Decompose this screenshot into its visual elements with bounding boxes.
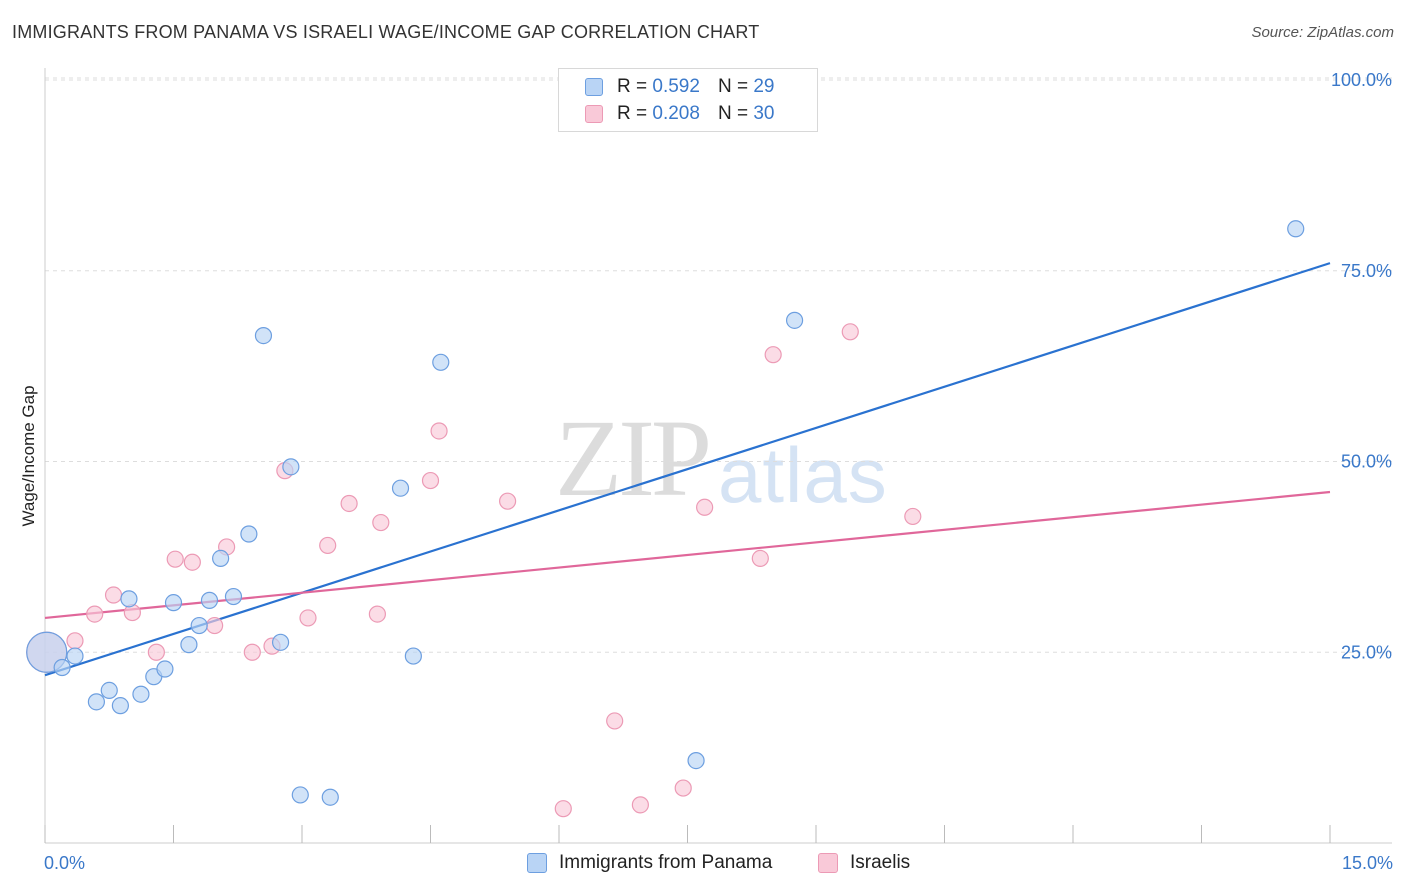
legend-r-value: 0.208 <box>652 103 700 124</box>
chart-title: IMMIGRANTS FROM PANAMA VS ISRAELI WAGE/I… <box>12 22 760 42</box>
point-israeli <box>243 643 261 661</box>
point-panama <box>111 697 129 715</box>
point-israeli <box>206 616 224 635</box>
trendline-panama <box>44 262 1331 677</box>
point-israeli <box>104 586 123 604</box>
legend-swatch-blue <box>585 78 603 96</box>
point-panama <box>100 681 118 700</box>
point-panama <box>687 751 705 770</box>
point-panama <box>156 660 174 678</box>
x-tick-label-min: 0.0% <box>44 853 85 873</box>
legend-n-value: 30 <box>753 103 775 124</box>
y-axis-label: Wage/Income Gap <box>19 385 38 526</box>
point-israeli <box>299 609 317 627</box>
point-israeli <box>368 605 386 623</box>
x-tick-label-max: 15.0% <box>1342 853 1393 873</box>
legend-r-value: 0.592 <box>652 76 700 97</box>
legend-item-israelis: Israelis <box>818 852 910 874</box>
grid-lines <box>45 77 1392 653</box>
legend-n-label: N = <box>717 76 749 97</box>
point-panama <box>240 525 258 543</box>
legend-r-label: R = <box>617 76 648 97</box>
point-israeli <box>554 800 572 818</box>
point-israeli <box>86 605 104 623</box>
point-israeli <box>606 712 624 730</box>
stats-legend: R = 0.592 N = 29 R = 0.208 N = 30 <box>558 68 818 132</box>
point-israeli <box>499 492 517 510</box>
point-israeli <box>66 632 84 650</box>
point-panama <box>120 590 138 608</box>
point-israeli <box>319 536 337 555</box>
y-tick-label: 100.0% <box>1331 70 1392 90</box>
y-tick-label: 75.0% <box>1341 261 1392 281</box>
point-israeli <box>166 550 184 568</box>
legend-label-israelis: Israelis <box>850 852 911 873</box>
point-israeli <box>674 779 692 797</box>
tick-labels: 25.0% 50.0% 75.0% 100.0% 0.0% 15.0% <box>44 70 1393 873</box>
point-panama <box>391 479 410 497</box>
trendline-israeli <box>44 490 1331 620</box>
point-panama <box>190 616 208 635</box>
watermark-atlas: atlas <box>718 431 888 519</box>
legend-row-israelis: R = 0.208 N = 30 <box>585 102 774 126</box>
point-israeli <box>751 549 769 568</box>
point-panama <box>53 658 71 677</box>
point-panama <box>66 647 84 665</box>
axes <box>44 68 1392 844</box>
point-panama <box>132 685 150 703</box>
legend-r-label: R = <box>617 103 648 124</box>
point-israeli <box>372 513 390 532</box>
legend-swatch-blue <box>527 853 547 873</box>
point-panama <box>282 458 300 476</box>
legend-row-panama: R = 0.592 N = 29 <box>585 75 774 99</box>
point-panama <box>785 311 804 329</box>
legend-n-label: N = <box>717 103 749 124</box>
point-panama <box>180 636 198 654</box>
source-label: Source: ZipAtlas.com <box>1251 24 1394 41</box>
legend-swatch-pink <box>585 105 603 123</box>
point-israeli <box>147 643 165 661</box>
point-panama <box>404 647 422 665</box>
point-panama <box>212 549 230 568</box>
point-israeli <box>904 507 922 526</box>
point-israeli <box>421 471 440 490</box>
legend-item-panama: Immigrants from Panama <box>527 852 772 874</box>
legend-swatch-pink <box>818 853 838 873</box>
point-panama <box>164 594 183 612</box>
y-tick-label: 50.0% <box>1341 452 1392 472</box>
y-tick-label: 25.0% <box>1341 642 1392 662</box>
point-israeli <box>764 346 782 364</box>
point-panama <box>224 587 243 606</box>
point-israeli <box>696 498 714 516</box>
series-legend: Immigrants from Panama Israelis <box>0 852 1406 878</box>
point-israeli <box>340 494 358 513</box>
point-panama <box>200 591 219 609</box>
point-panama <box>1287 220 1305 238</box>
point-panama <box>87 693 106 711</box>
point-israeli <box>631 796 649 814</box>
point-panama <box>432 353 450 371</box>
point-panama <box>321 788 339 806</box>
point-israeli <box>841 323 859 341</box>
point-israeli <box>183 553 201 571</box>
point-panama <box>254 327 273 345</box>
watermark-zip: ZIP <box>555 397 712 519</box>
point-israeli <box>430 422 448 440</box>
data-points <box>26 220 1305 818</box>
point-panama <box>291 786 309 804</box>
legend-label-panama: Immigrants from Panama <box>559 852 773 873</box>
trend-lines <box>44 262 1331 677</box>
point-panama <box>271 633 290 651</box>
legend-n-value: 29 <box>753 76 775 97</box>
